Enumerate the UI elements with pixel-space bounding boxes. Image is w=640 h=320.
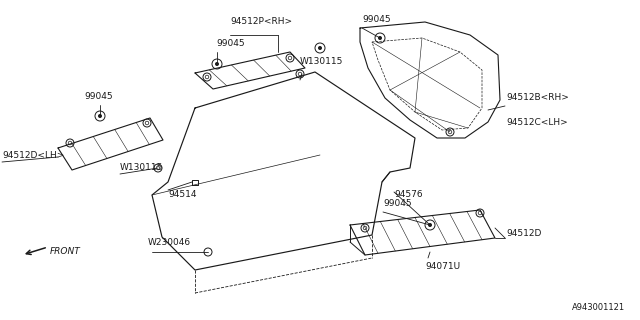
Text: 94512D<LH>: 94512D<LH> (2, 151, 65, 160)
Circle shape (428, 223, 432, 227)
Text: 94071U: 94071U (425, 262, 460, 271)
Text: 94512P<RH>: 94512P<RH> (230, 17, 292, 26)
Text: 94512C<LH>: 94512C<LH> (506, 118, 568, 127)
Text: 99045: 99045 (383, 199, 412, 208)
Circle shape (378, 36, 382, 40)
Text: 94576: 94576 (394, 190, 422, 199)
Text: W230046: W230046 (148, 238, 191, 247)
Text: A943001121: A943001121 (572, 303, 625, 312)
Text: 99045: 99045 (84, 92, 113, 101)
Circle shape (318, 46, 322, 50)
Circle shape (215, 62, 219, 66)
Text: W130115: W130115 (120, 163, 163, 172)
Text: 94512D: 94512D (506, 229, 541, 238)
Text: 99045: 99045 (216, 39, 244, 48)
Circle shape (98, 114, 102, 118)
Text: 94512B<RH>: 94512B<RH> (506, 93, 569, 102)
Text: 94514: 94514 (168, 190, 196, 199)
Text: FRONT: FRONT (50, 247, 81, 257)
Text: W130115: W130115 (300, 57, 344, 66)
Text: 99045: 99045 (362, 15, 390, 24)
